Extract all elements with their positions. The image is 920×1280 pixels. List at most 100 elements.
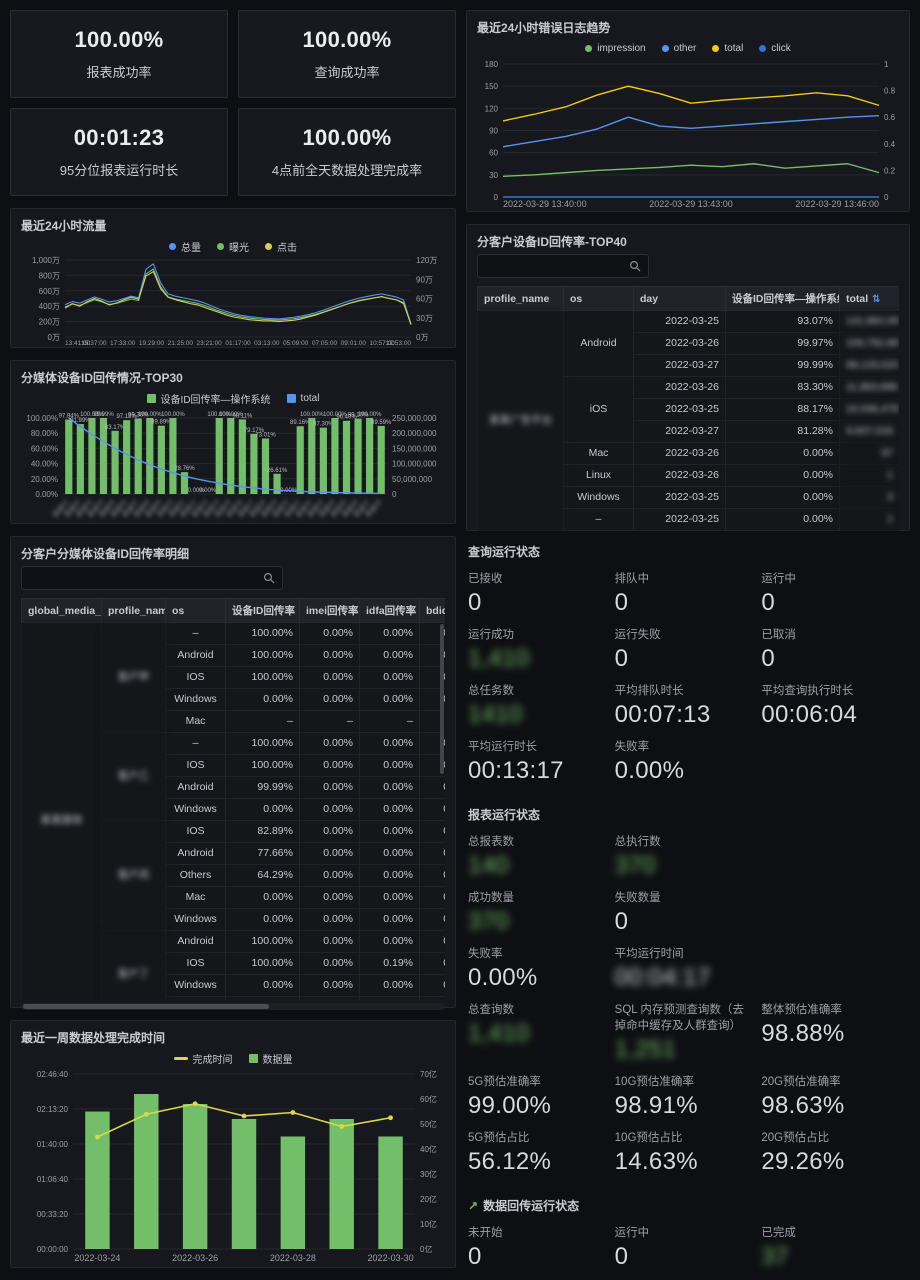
legend-item[interactable]: 数据量 <box>248 1051 293 1066</box>
legend-swatch <box>217 242 224 250</box>
panel-title: 分客户设备ID回传率-TOP40 <box>477 235 627 249</box>
stat-item: 5G预估占比 56.12% <box>468 1129 615 1176</box>
external-link-icon[interactable]: ↗ <box>468 1198 479 1213</box>
search-input[interactable] <box>29 572 263 584</box>
column-header[interactable]: day <box>633 286 726 311</box>
svg-text:100,000,000: 100,000,000 <box>392 460 437 469</box>
table-cell: 0.00% <box>359 754 420 777</box>
column-header[interactable]: os <box>165 598 226 623</box>
legend-item[interactable]: 点击 <box>265 239 297 254</box>
panel-top30-media: 分媒体设备ID回传情况-TOP30 设备ID回传率—操作系统 total 0.00… <box>10 360 456 524</box>
svg-text:17:33:00: 17:33:00 <box>110 340 136 347</box>
svg-text:97.18%: 97.18% <box>116 414 137 420</box>
legend-item[interactable]: 完成时间 <box>173 1051 233 1066</box>
column-header[interactable]: total ⇅ <box>839 286 899 311</box>
table-cell: Windows <box>165 974 226 997</box>
svg-text:0.00%: 0.00% <box>188 488 206 494</box>
stat-value: 99.00% <box>468 1092 552 1119</box>
svg-text:100.00%: 100.00% <box>358 412 382 418</box>
legend-item[interactable]: click <box>759 43 791 54</box>
stat-item: 失败数量 0 <box>615 889 762 936</box>
svg-text:01:40:00: 01:40:00 <box>37 1140 69 1149</box>
legend-item[interactable]: total <box>286 393 319 404</box>
chart-legend: impression other total click <box>477 40 899 56</box>
stat-value: 1,410 <box>468 645 530 672</box>
stat-row: 总查询数 1,410 SQL 内存预测查询数（去掉命中缓存及人群查询） 1,251 整体… <box>468 1001 908 1064</box>
svg-text:2022-03-29 13:40:00: 2022-03-29 13:40:00 <box>503 199 587 209</box>
legend-item[interactable]: impression <box>585 43 646 54</box>
table-cell: 2022-03-25 <box>633 486 726 509</box>
panel-detail-table: 分客户分媒体设备ID回传率明细 global_media_n...profile… <box>10 536 456 1010</box>
column-header[interactable]: 设备ID回传率⇅ <box>225 598 300 623</box>
stat-label: 失败数量 <box>614 892 661 904</box>
column-header[interactable]: imei回传率 <box>299 598 360 623</box>
table-cell: 0.00% <box>225 688 300 711</box>
legend-item[interactable]: other <box>661 43 696 54</box>
table-cell: 2022-03-26 <box>633 332 726 355</box>
table-cell: 100.00% <box>225 930 300 953</box>
stat-value: 00:04:17 <box>614 964 711 991</box>
stat-item: 平均查询执行时长 00:06:04 <box>761 682 908 729</box>
table-cell: 100.00% <box>225 666 300 689</box>
stat-item: 已完成 37 <box>761 1224 908 1271</box>
stat-label: 总任务数 <box>468 685 514 697</box>
table-cell: IOS <box>165 754 226 777</box>
table-cell: 2022-03-27 <box>633 420 726 443</box>
svg-text:10亿: 10亿 <box>420 1219 437 1229</box>
legend-item[interactable]: total <box>712 43 743 54</box>
stat-item: 整体预估准确率 98.88% <box>761 1001 908 1064</box>
stat-value: 0.00% <box>468 964 538 991</box>
column-header[interactable]: os <box>563 286 634 311</box>
table-header-row: global_media_n...profile_nameos设备ID回传率⇅i… <box>21 598 445 623</box>
search-input[interactable] <box>485 260 629 272</box>
vertical-scrollbar[interactable] <box>440 624 444 774</box>
table-cell: 0.00% <box>359 886 420 909</box>
legend-swatch <box>265 242 272 250</box>
legend-swatch <box>661 44 669 52</box>
column-header[interactable]: profile_name <box>101 598 166 623</box>
column-header[interactable]: idfa回传率 <box>359 598 420 623</box>
svg-text:12:53:00: 12:53:00 <box>386 340 412 347</box>
legend-swatch <box>286 393 296 403</box>
stat-value: 1,251 <box>614 1036 677 1063</box>
table-row: 客户乙–100.00%0.00%0.00%0.00% <box>22 732 445 821</box>
table-cell: 0.00% <box>419 908 445 931</box>
stat-value: 0.00% <box>614 757 685 784</box>
table-cell: – <box>165 622 226 645</box>
detail-table: global_media_n...profile_nameos设备ID回传率⇅i… <box>21 598 445 1000</box>
stat-item: 排队中 0 <box>615 570 762 617</box>
table-cell: 0.00% <box>359 820 420 843</box>
svg-text:30亿: 30亿 <box>420 1169 437 1179</box>
stat-item: 5G预估准确率 99.00% <box>468 1073 615 1120</box>
table-cell: 2022-03-25 <box>633 508 726 531</box>
stat-row: 总报表数 140 总执行数 370 <box>468 833 908 880</box>
svg-text:99.10%: 99.10% <box>348 413 369 419</box>
svg-text:1,000万: 1,000万 <box>32 256 60 265</box>
legend-item[interactable]: 设备ID回传率—操作系统 <box>146 391 271 406</box>
legend-swatch <box>173 1056 188 1060</box>
chart-legend: 总量 曝光 点击 <box>21 238 445 254</box>
column-header[interactable]: 设备ID回传率—操作系统 <box>725 286 840 311</box>
sort-icon[interactable]: ⇅ <box>872 293 881 305</box>
stat-value: 370 <box>614 852 656 879</box>
legend-item[interactable]: 总量 <box>169 239 201 254</box>
svg-text:10:57:00: 10:57:00 <box>370 340 396 347</box>
table-cell: – <box>225 710 300 733</box>
svg-text:0.4: 0.4 <box>884 140 896 149</box>
stat-item: 总报表数 140 <box>468 833 615 880</box>
column-header[interactable]: bdid回... <box>419 598 445 623</box>
scrollbar-thumb[interactable] <box>23 1004 269 1009</box>
table-row: Windows 2022-03-25 0.00% 3 <box>478 486 899 509</box>
svg-text:21:25:00: 21:25:00 <box>168 340 194 347</box>
column-header[interactable]: global_media_n... <box>21 598 102 623</box>
legend-item[interactable]: 曝光 <box>217 239 249 254</box>
horizontal-scrollbar[interactable] <box>21 1003 445 1010</box>
svg-text:200万: 200万 <box>39 318 60 327</box>
svg-text:73.01%: 73.01% <box>255 433 276 439</box>
table-cell: – <box>563 508 634 531</box>
column-header[interactable]: profile_name <box>477 286 564 311</box>
